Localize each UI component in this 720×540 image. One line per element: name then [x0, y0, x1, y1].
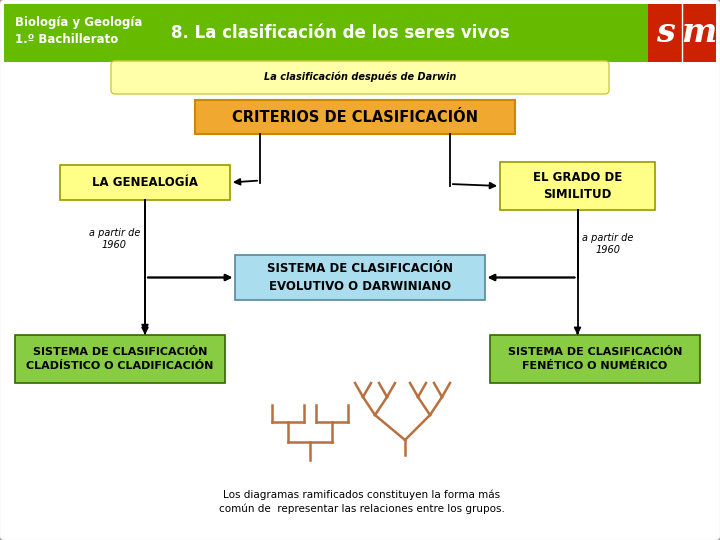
Bar [648, 4, 716, 62]
Bar [15, 335, 225, 383]
Bar [500, 162, 655, 210]
Text: 1.º Bachillerato: 1.º Bachillerato [15, 33, 118, 46]
Text: Biología y Geología: Biología y Geología [15, 16, 143, 29]
Text: a partir de
1960: a partir de 1960 [89, 227, 140, 250]
Text: SISTEMA DE CLASIFICACIÓN
EVOLUTIVO O DARWINIANO: SISTEMA DE CLASIFICACIÓN EVOLUTIVO O DAR… [267, 262, 453, 293]
Bar [4, 4, 716, 62]
Text: EL GRADO DE
SIMILITUD: EL GRADO DE SIMILITUD [533, 171, 622, 201]
Bar [60, 165, 230, 200]
Text: s: s [656, 17, 675, 50]
Bar [490, 335, 700, 383]
Bar [235, 255, 485, 300]
FancyBboxPatch shape [111, 61, 609, 94]
Text: a partir de
1960: a partir de 1960 [582, 233, 634, 255]
Text: m: m [681, 17, 716, 50]
Text: SISTEMA DE CLASIFICACIÓN
FENÉTICO O NUMÉRICO: SISTEMA DE CLASIFICACIÓN FENÉTICO O NUMÉ… [508, 347, 682, 370]
Text: CRITERIOS DE CLASIFICACIÓN: CRITERIOS DE CLASIFICACIÓN [232, 110, 478, 125]
Text: LA GENEALOGÍA: LA GENEALOGÍA [92, 176, 198, 189]
Text: SISTEMA DE CLASIFICACIÓN
CLADÍSTICO O CLADIFICACIÓN: SISTEMA DE CLASIFICACIÓN CLADÍSTICO O CL… [27, 347, 214, 370]
Bar [195, 100, 515, 134]
Text: Los diagramas ramificados constituyen la forma más
común de  representar las rel: Los diagramas ramificados constituyen la… [219, 490, 505, 515]
Text: 8. La clasificación de los seres vivos: 8. La clasificación de los seres vivos [171, 24, 509, 42]
Text: La clasificación después de Darwin: La clasificación después de Darwin [264, 72, 456, 82]
